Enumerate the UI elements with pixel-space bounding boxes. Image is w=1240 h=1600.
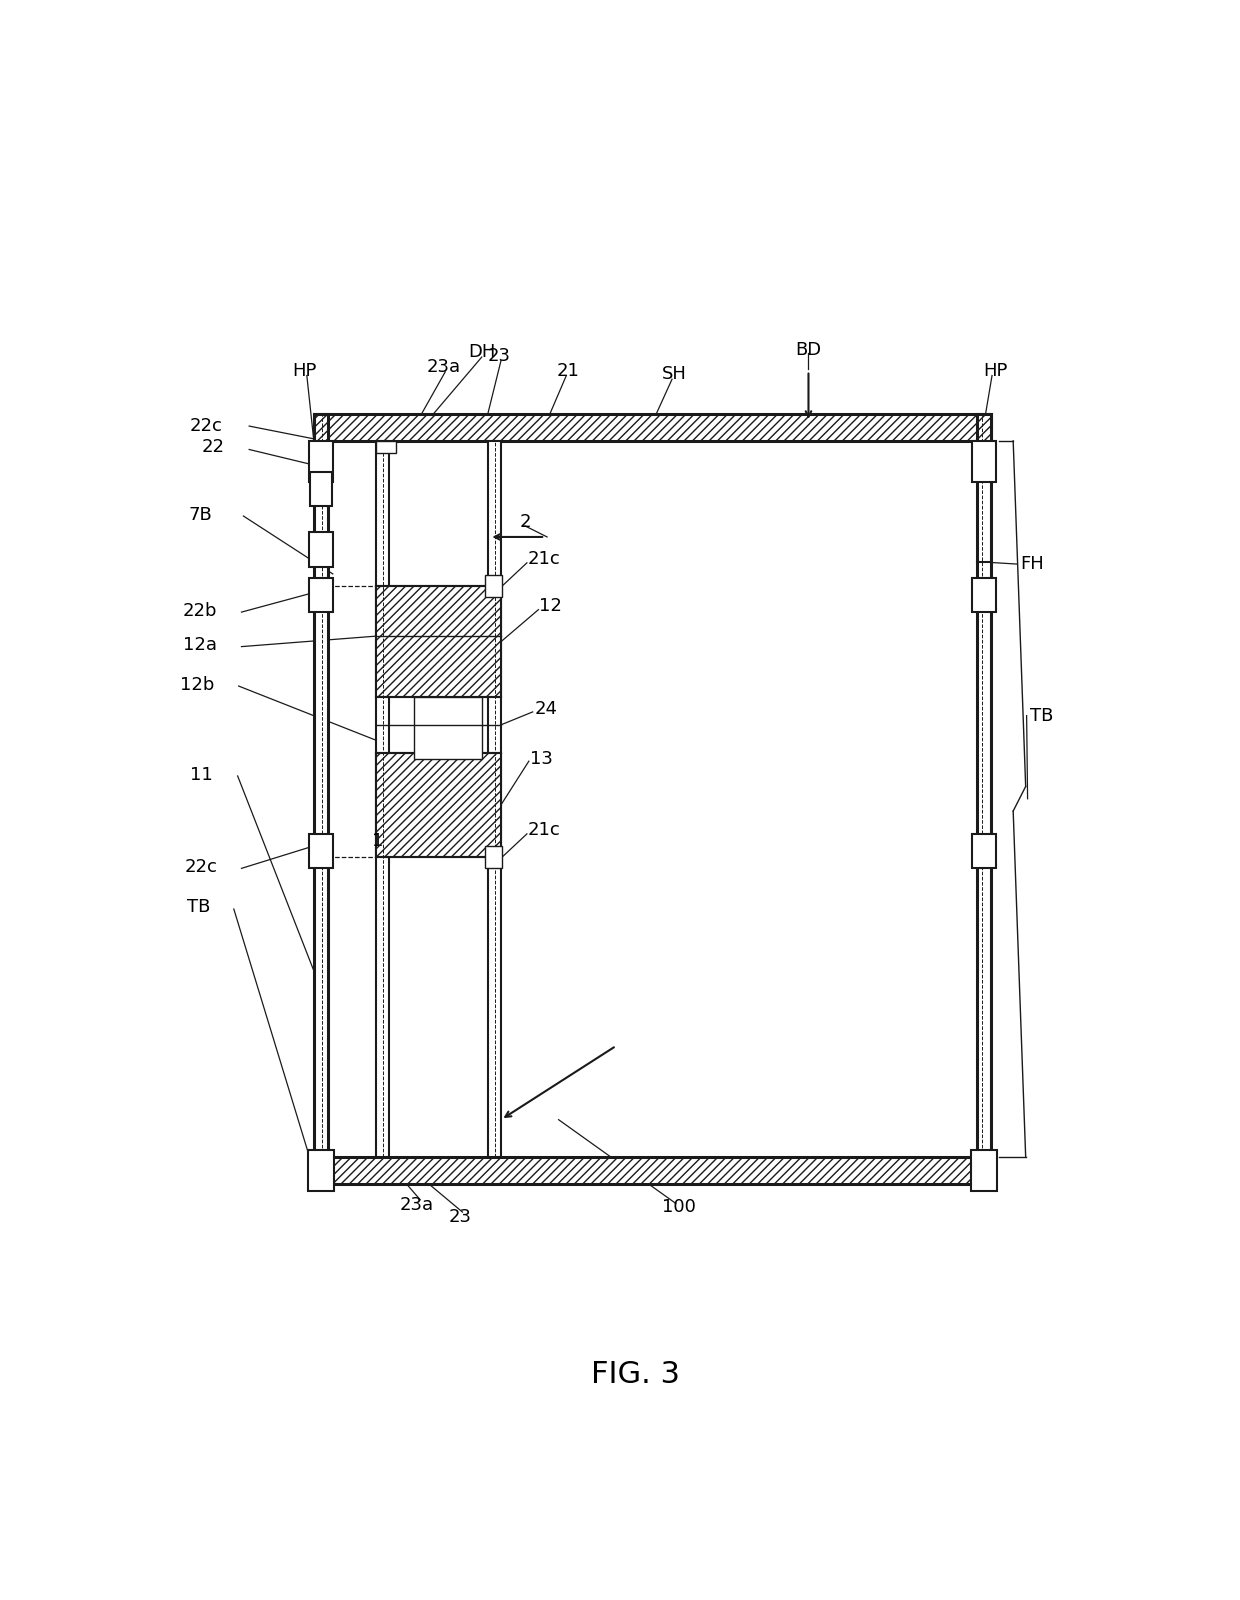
Text: BD: BD [795, 341, 822, 358]
Text: 21c: 21c [528, 821, 560, 838]
Text: 12b: 12b [180, 675, 215, 694]
Bar [309, 578, 332, 613]
Bar [972, 578, 996, 613]
Text: 2: 2 [520, 514, 531, 531]
Text: 21: 21 [557, 362, 579, 379]
Bar [314, 1157, 991, 1184]
Bar [413, 698, 482, 758]
Bar [376, 752, 501, 858]
Bar [376, 442, 389, 1157]
Bar [376, 586, 501, 698]
Text: 12a: 12a [184, 637, 217, 654]
Bar [376, 586, 501, 698]
Text: FH: FH [1019, 555, 1044, 573]
Bar [314, 414, 991, 442]
Text: DH: DH [467, 342, 496, 362]
Bar [971, 1149, 997, 1190]
Text: 22c: 22c [185, 858, 217, 877]
Bar [314, 1157, 991, 1184]
Text: 22b: 22b [184, 602, 217, 619]
Text: 23a: 23a [427, 358, 460, 376]
Text: 23a: 23a [399, 1195, 434, 1214]
Text: 23: 23 [449, 1208, 472, 1226]
Text: 23: 23 [487, 347, 511, 365]
Text: 13: 13 [529, 750, 553, 768]
Text: 12: 12 [539, 597, 562, 614]
Bar [309, 834, 332, 869]
Bar [485, 846, 502, 869]
Bar [310, 472, 331, 507]
Text: 11: 11 [190, 766, 213, 784]
Text: SH: SH [661, 365, 687, 384]
Text: 24: 24 [534, 701, 558, 718]
Bar [309, 442, 332, 482]
Text: 100: 100 [662, 1198, 696, 1216]
Bar [487, 442, 501, 1157]
Text: 1: 1 [372, 832, 383, 850]
Text: TB: TB [187, 898, 211, 915]
Bar [376, 752, 501, 858]
Bar [972, 834, 996, 869]
Bar [309, 533, 332, 566]
Text: 21c: 21c [528, 550, 560, 568]
Bar [977, 414, 991, 1184]
Text: 7B: 7B [188, 506, 213, 523]
Text: FIG. 3: FIG. 3 [591, 1360, 680, 1389]
Text: TB: TB [1029, 707, 1053, 725]
Bar [314, 414, 327, 1184]
Bar [308, 1149, 334, 1190]
Bar [314, 414, 991, 442]
Text: HP: HP [291, 362, 316, 379]
Bar [972, 442, 996, 482]
Text: HP: HP [983, 362, 1008, 379]
Text: 22: 22 [201, 438, 224, 456]
Text: 22c: 22c [190, 418, 222, 435]
Bar [376, 442, 397, 453]
Bar [485, 574, 502, 597]
